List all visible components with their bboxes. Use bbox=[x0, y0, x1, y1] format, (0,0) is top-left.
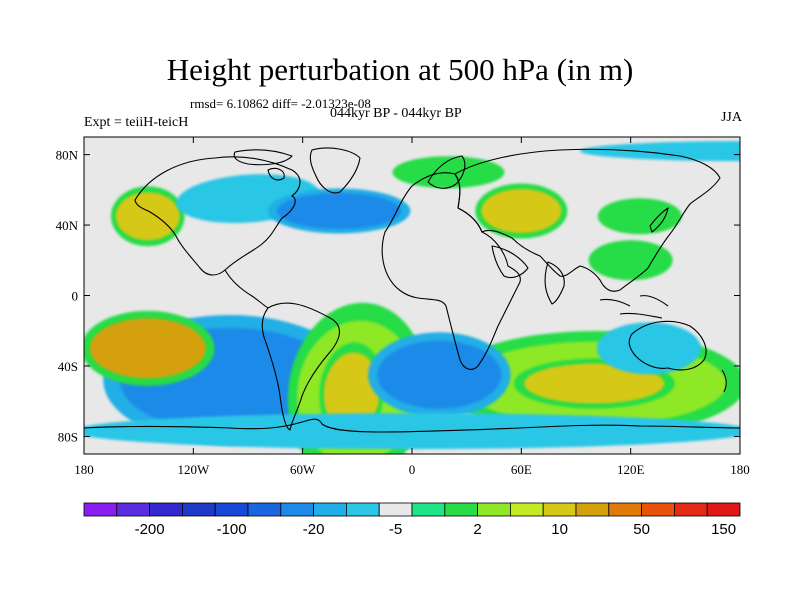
colorbar-swatch bbox=[411, 502, 446, 517]
colorbar-swatch bbox=[83, 502, 118, 517]
colorbar-label: 150 bbox=[711, 521, 736, 538]
contour-east-asia-high bbox=[597, 198, 682, 235]
colorbar-label: 2 bbox=[473, 521, 481, 538]
colorbar-swatch bbox=[280, 502, 314, 517]
x-tick-label: 60W bbox=[290, 462, 316, 477]
x-tick-label: 120E bbox=[617, 462, 645, 477]
colorbar-label: -20 bbox=[303, 521, 325, 538]
y-tick-label: 80S bbox=[58, 429, 78, 444]
y-tick-label: 40N bbox=[56, 218, 79, 233]
contour-south-atlantic-core bbox=[323, 352, 380, 433]
contour-field bbox=[84, 141, 740, 454]
colorbar-swatch bbox=[247, 502, 282, 517]
contour-se-pacific-high bbox=[89, 318, 206, 379]
colorbar-swatch bbox=[444, 502, 478, 517]
colorbar-swatch bbox=[509, 502, 544, 517]
coast-indonesia bbox=[599, 295, 669, 319]
colorbar-swatch bbox=[116, 502, 151, 517]
rmsd-text: rmsd= 6.10862 diff= -2.01323e-08 bbox=[190, 96, 371, 111]
colorbar-swatch bbox=[313, 502, 347, 517]
x-tick-label: 180 bbox=[74, 462, 94, 477]
chart-title: Height perturbation at 500 hPa (in m) bbox=[166, 52, 634, 87]
y-tick-label: 80N bbox=[56, 148, 79, 163]
x-tick-label: 0 bbox=[409, 462, 416, 477]
contour-south-indian-core bbox=[524, 363, 665, 404]
contour-south-africa-low bbox=[377, 340, 502, 409]
colorbar-label: -200 bbox=[135, 521, 165, 538]
colorbar-swatch bbox=[608, 502, 642, 517]
coast-antarctica bbox=[84, 418, 740, 433]
y-tick-label: 0 bbox=[72, 289, 79, 304]
colorbar-swatch bbox=[706, 502, 741, 517]
contour-australia-low bbox=[596, 322, 701, 375]
contour-central-asia-high bbox=[481, 188, 562, 233]
axes: 180 120W 60W 0 60E 120E 180 80N 40N 0 40S 80S bbox=[56, 137, 750, 477]
colorbar-swatch bbox=[181, 502, 216, 517]
colorbar-label: 50 bbox=[633, 521, 650, 538]
coast-central-america bbox=[224, 269, 269, 309]
colorbar-swatch bbox=[477, 502, 511, 517]
y-tick-label: 40S bbox=[58, 359, 78, 374]
coast-arabia bbox=[491, 245, 529, 279]
colorbar-swatch bbox=[378, 502, 413, 517]
colorbar-swatch bbox=[149, 502, 183, 517]
colorbar: -200 -100 -20 -5 2 10 50 150 bbox=[83, 502, 741, 538]
colorbar-swatch bbox=[542, 502, 577, 517]
coast-asia bbox=[454, 148, 721, 292]
subtitle-left: Expt = teiiH-teicH bbox=[84, 115, 189, 130]
colorbar-label: -100 bbox=[217, 521, 247, 538]
x-tick-label: 180 bbox=[730, 462, 750, 477]
subtitle-right: JJA bbox=[720, 110, 742, 125]
coast-scandinavia bbox=[427, 155, 466, 189]
x-tick-label: 120W bbox=[177, 462, 210, 477]
colorbar-swatch bbox=[575, 502, 610, 517]
coast-japan bbox=[649, 207, 669, 233]
colorbar-swatch bbox=[674, 502, 708, 517]
colorbar-label: 10 bbox=[551, 521, 568, 538]
colorbar-swatch bbox=[345, 502, 380, 517]
coast-australia bbox=[628, 320, 707, 371]
x-tick-label: 60E bbox=[511, 462, 532, 477]
contour-n-pacific-high bbox=[115, 192, 180, 241]
colorbar-label: -5 bbox=[389, 521, 402, 538]
coast-arctic-islands bbox=[233, 149, 293, 181]
colorbar-swatch bbox=[214, 502, 249, 517]
coastlines bbox=[84, 147, 740, 433]
coast-greenland bbox=[309, 147, 361, 194]
coast-north-america bbox=[134, 156, 301, 276]
colorbar-swatch bbox=[641, 502, 675, 517]
coast-south-america bbox=[261, 302, 340, 431]
subtitle-center: 044kyr BP - 044kyr BP bbox=[330, 106, 462, 121]
contour-arctic-low bbox=[580, 141, 740, 162]
contour-west-pacific-high bbox=[588, 240, 673, 281]
coast-new-zealand bbox=[721, 369, 727, 393]
coast-india bbox=[544, 261, 565, 305]
contour-n-atlantic-low bbox=[277, 192, 402, 229]
